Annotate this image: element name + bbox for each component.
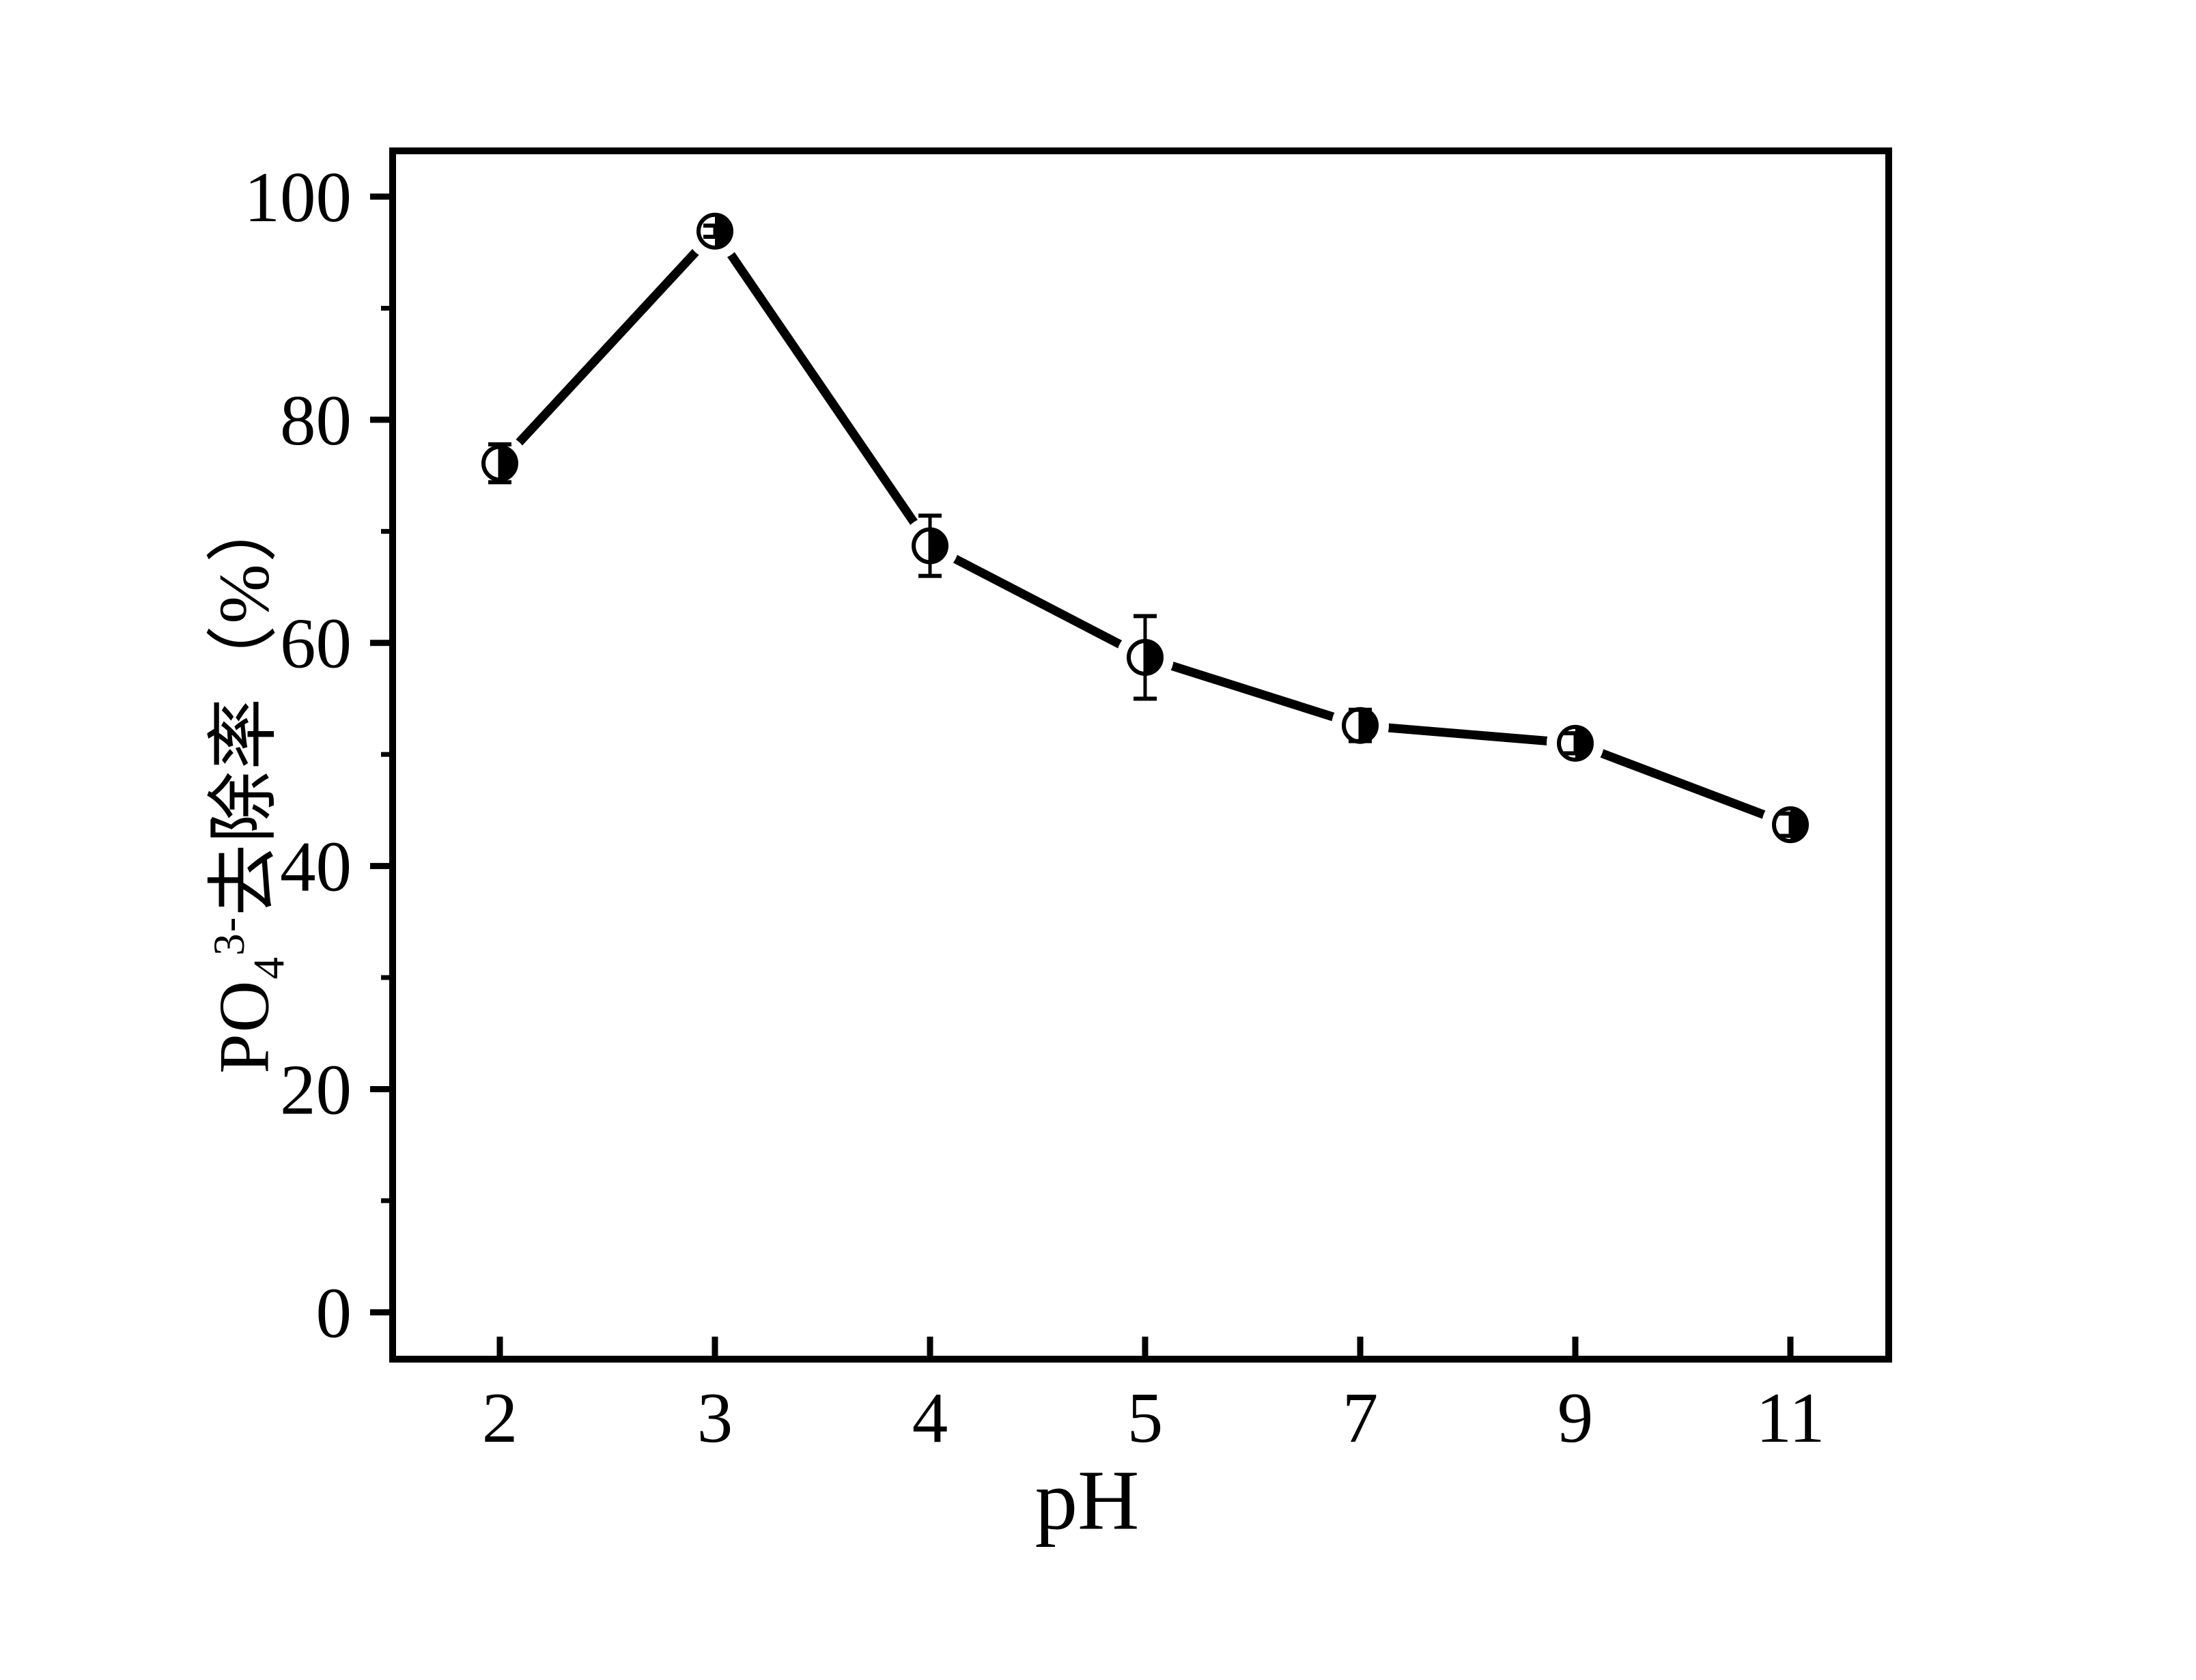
data-point-marker-right-half <box>930 529 946 563</box>
data-point-marker-right-half <box>500 446 516 480</box>
y-axis-title-base: PO <box>203 979 284 1074</box>
x-tick-label: 4 <box>912 1378 948 1457</box>
y-axis-title-suffix: 去除率（%） <box>203 489 284 916</box>
y-tick-label: 20 <box>280 1049 352 1129</box>
y-tick-label: 80 <box>280 380 352 460</box>
x-tick-label: 5 <box>1127 1378 1164 1457</box>
x-tick-label: 3 <box>697 1378 733 1457</box>
y-tick-label: 0 <box>316 1272 352 1352</box>
y-axis-title-superscript: 3- <box>204 915 254 956</box>
x-axis-title: pH <box>1034 1453 1140 1548</box>
x-tick-label: 11 <box>1756 1378 1825 1457</box>
data-point-marker-right-half <box>1360 709 1377 742</box>
y-tick-label: 60 <box>280 603 352 683</box>
data-point-marker-right-half <box>1145 640 1162 674</box>
y-axis-title: PO43-去除率（%） <box>186 489 296 1073</box>
x-tick-label: 7 <box>1342 1378 1379 1457</box>
data-point-marker-right-half <box>715 214 731 248</box>
y-tick-label: 40 <box>280 827 352 907</box>
y-axis-title-subscript: 4 <box>244 955 294 980</box>
y-tick-label: 100 <box>244 157 352 237</box>
x-tick-label: 9 <box>1558 1378 1594 1457</box>
data-point-marker-right-half <box>1790 808 1807 842</box>
x-tick-label: 2 <box>482 1378 518 1457</box>
